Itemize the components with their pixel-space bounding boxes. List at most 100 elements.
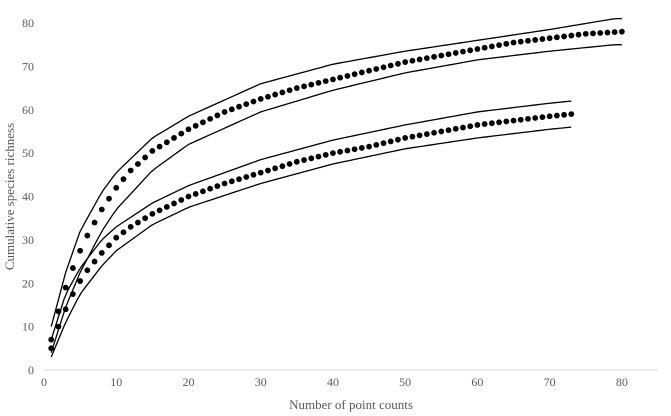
series-2-point [84, 267, 91, 274]
series-1-point [517, 38, 524, 45]
series-2-point [532, 115, 539, 121]
series-2-point [163, 204, 170, 210]
series-2-point [279, 163, 286, 170]
series-1-point [236, 103, 242, 110]
series-1-upper-bound [50, 18, 622, 327]
series-1-point [409, 57, 416, 64]
series-1-point [510, 39, 517, 46]
series-1-point [380, 64, 387, 71]
y-axis-title: Cumulative species richness [2, 123, 17, 270]
series-2-point [525, 115, 531, 122]
series-1-point [575, 31, 582, 38]
series-2-point [149, 210, 156, 217]
series-2-point [510, 117, 517, 124]
series-1-point [142, 154, 149, 161]
series-2-point [69, 291, 76, 297]
series-1-point [48, 336, 55, 343]
series-2-point [185, 193, 192, 200]
x-tick-label: 10 [110, 375, 122, 389]
series-1-point [423, 55, 430, 62]
series-1-point [539, 36, 546, 42]
series-1-point [546, 35, 553, 42]
series-2-point [236, 176, 242, 183]
series-2-point [142, 215, 149, 222]
series-1-point [358, 69, 365, 76]
series-2-point [358, 145, 365, 151]
series-1-point [156, 143, 163, 150]
series-2-point [488, 120, 495, 127]
series-2-point [200, 188, 206, 195]
series-2-point [315, 153, 322, 160]
series-2-point [351, 146, 358, 153]
series-1-point [120, 176, 127, 183]
series-1-point [532, 37, 539, 43]
series-1-point [488, 43, 495, 50]
series-1-point [553, 34, 560, 41]
series-2-point [387, 138, 394, 145]
x-tick-label: 20 [182, 375, 194, 389]
x-axis-title: Number of point counts [289, 397, 413, 412]
series-2-point [272, 165, 279, 172]
series-2-point [481, 121, 488, 127]
series-2-point [416, 132, 423, 139]
series-1-point [611, 29, 618, 36]
y-tick-label: 80 [22, 16, 34, 30]
y-tick-labels: 0 10 20 30 40 50 60 70 80 [22, 16, 34, 377]
series-1-point [445, 51, 452, 58]
series-1-point [221, 109, 228, 115]
series-1-point [106, 195, 112, 202]
series-2-point [431, 129, 437, 136]
series-2-point [438, 128, 445, 135]
series-2-point [337, 148, 344, 155]
series-1-point [98, 206, 105, 213]
series-1-point [416, 56, 423, 63]
series-1-point [113, 184, 120, 191]
y-tick-label: 60 [22, 103, 34, 117]
series-1-point [69, 265, 76, 271]
series-1-point [62, 284, 69, 291]
series-2-point [192, 191, 199, 197]
series-1-point [265, 93, 271, 100]
series-1-point [214, 112, 221, 119]
series-1-point [250, 98, 257, 105]
series-1-point [272, 91, 279, 98]
series-2-point [207, 185, 214, 192]
series-1-point [55, 308, 62, 315]
y-tick-label: 50 [22, 146, 34, 160]
series-2-point [156, 207, 163, 214]
series-2-point [503, 118, 510, 125]
series-2-point [366, 143, 372, 150]
series-1-point [467, 47, 474, 54]
x-tick-label: 40 [327, 375, 339, 389]
series-2-point [293, 158, 300, 165]
series-2-point [322, 151, 329, 158]
x-tick-label: 0 [41, 375, 47, 389]
x-tick-label: 30 [255, 375, 267, 389]
series-2-point [344, 147, 351, 154]
series-1-point [322, 78, 329, 85]
series-1-point [315, 79, 322, 86]
series-1-point [460, 48, 466, 55]
series-2-point [409, 133, 416, 140]
series-2-point [135, 219, 141, 226]
series-1-point [387, 62, 394, 69]
series-1-point [77, 247, 84, 254]
series-1-point [207, 115, 214, 122]
series-2-point [496, 119, 502, 126]
series-1-point [135, 161, 141, 167]
series-2-point [214, 183, 221, 189]
series-1-point [597, 30, 604, 36]
series-1-point [431, 53, 437, 60]
series-1-point [395, 60, 401, 67]
series-2-point [113, 234, 120, 241]
series-1-point [293, 85, 300, 91]
series-1-point [84, 232, 91, 239]
series-1-point [351, 71, 358, 78]
x-tick-labels: 0 10 20 30 40 50 60 70 80 [41, 375, 628, 389]
series-1-point [344, 73, 351, 79]
series-1-point [301, 83, 307, 90]
series-1-point [373, 66, 380, 72]
series-1-lower-bound [50, 44, 622, 353]
series-2-point [228, 178, 235, 185]
series-1-point [582, 30, 589, 37]
